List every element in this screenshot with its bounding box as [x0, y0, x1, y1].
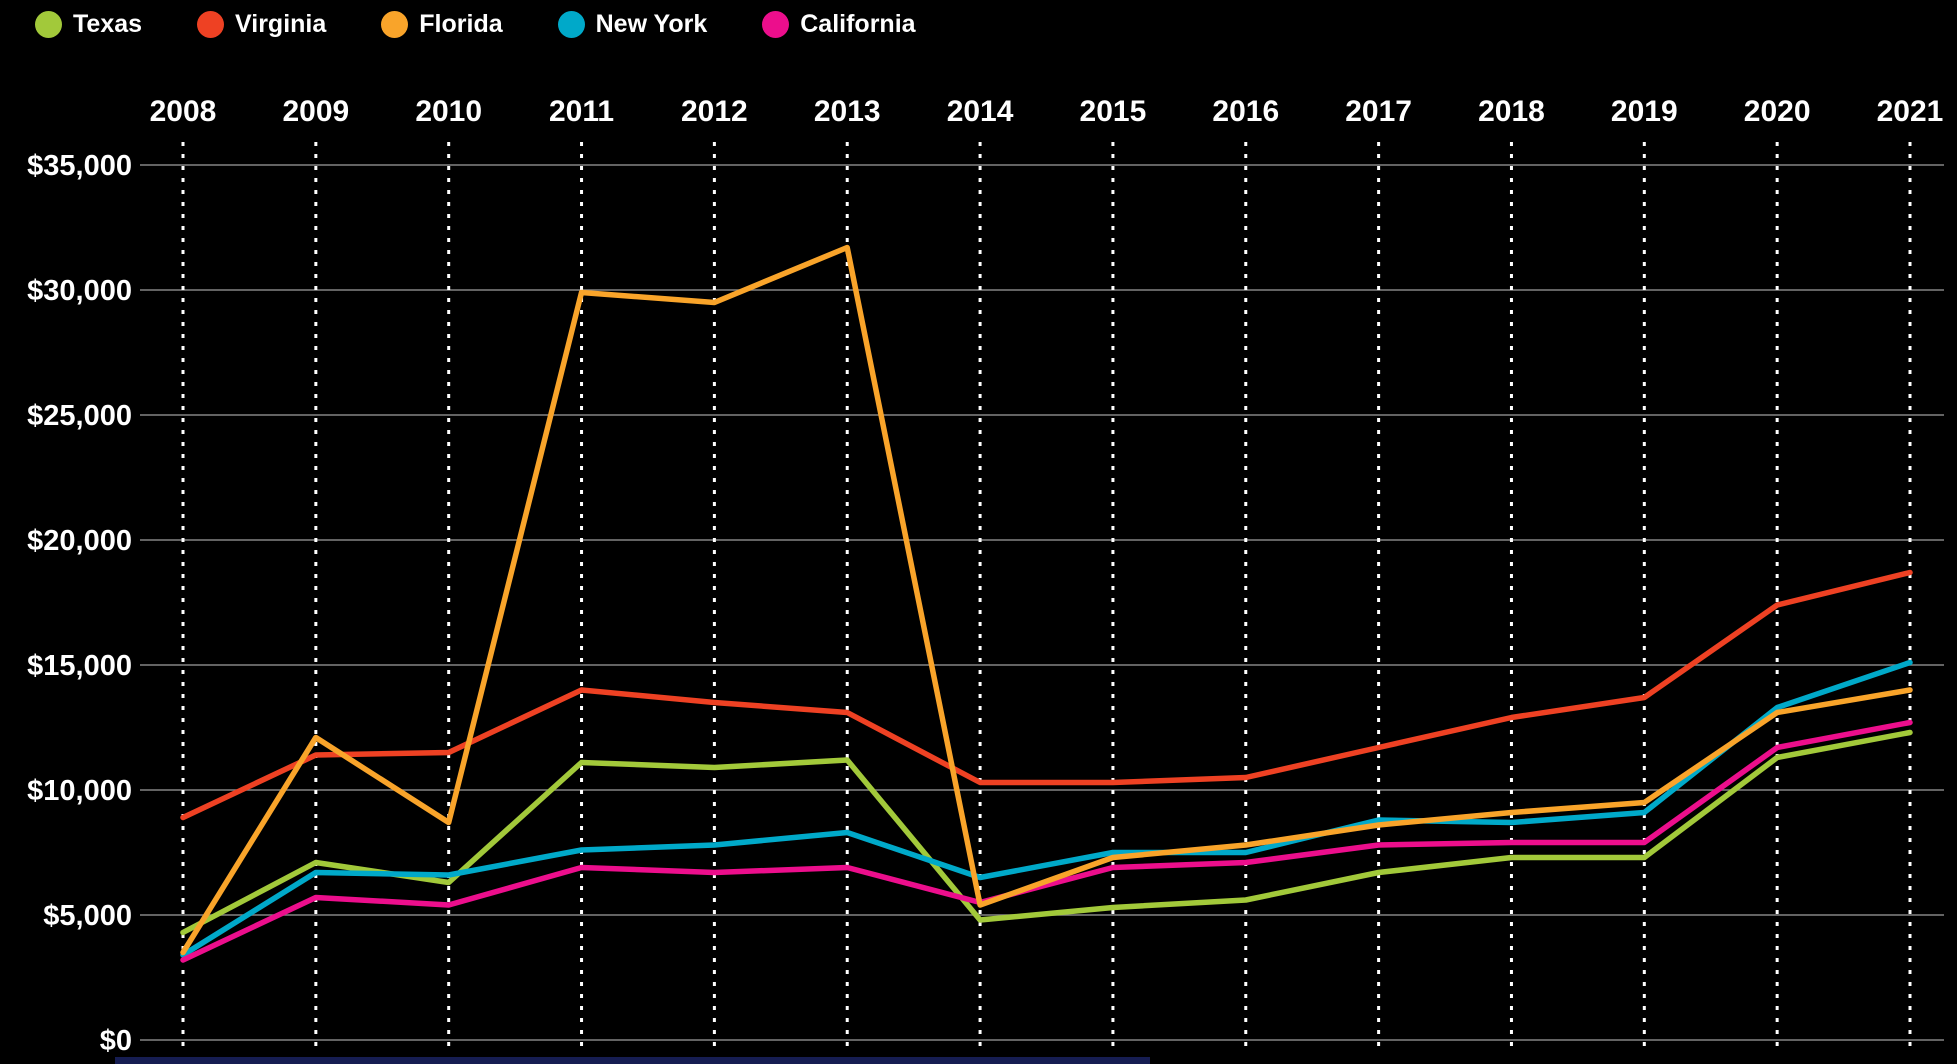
legend-swatch-icon [762, 11, 790, 38]
x-axis-year-label: 2017 [1345, 95, 1412, 128]
y-axis-tick-label: $20,000 [27, 525, 132, 557]
x-axis-year-label: 2018 [1478, 95, 1545, 128]
series-line-texas [180, 729, 1913, 936]
legend-label: Virginia [235, 10, 327, 38]
legend-label: California [800, 10, 916, 38]
x-axis-year-label: 2011 [549, 95, 614, 128]
x-axis-year-label: 2009 [282, 95, 349, 128]
y-axis-tick-label: $25,000 [27, 400, 132, 432]
y-axis-tick-label: $0 [100, 1025, 132, 1057]
x-axis-year-label: 2016 [1212, 95, 1279, 128]
legend-item-new-york: New York [557, 10, 708, 39]
legend-item-texas: Texas [35, 10, 142, 39]
x-axis-year-label: 2013 [814, 95, 881, 128]
series-line-florida [180, 244, 1913, 956]
y-axis-tick-label: $10,000 [27, 775, 132, 807]
series-line-california [180, 719, 1913, 963]
series-line-new-york [180, 659, 1913, 958]
x-axis-year-label: 2019 [1611, 95, 1678, 128]
legend-swatch-icon [557, 11, 585, 38]
legend-label: Florida [419, 10, 503, 38]
y-axis-tick-label: $5,000 [43, 900, 132, 932]
legend-swatch-icon [197, 11, 225, 38]
legend-swatch-icon [35, 11, 62, 38]
bottom-accent-bar [115, 1057, 1150, 1064]
x-axis-year-label: 2010 [415, 95, 482, 128]
legend-label: New York [595, 10, 708, 38]
y-axis-tick-label: $30,000 [27, 275, 132, 307]
x-axis-year-label: 2012 [681, 95, 748, 128]
legend-item-virginia: Virginia [197, 10, 326, 39]
x-axis-year-label: 2014 [947, 95, 1014, 128]
legend-item-florida: Florida [381, 10, 503, 39]
x-axis-year-label: 2021 [1877, 95, 1944, 128]
x-axis-year-label: 2020 [1744, 95, 1811, 128]
y-axis-tick-label: $35,000 [27, 150, 132, 182]
legend: Texas Virginia Florida New York California [35, 10, 916, 39]
x-axis-year-label: 2015 [1080, 95, 1147, 128]
legend-swatch-icon [381, 11, 409, 38]
legend-label: Texas [73, 10, 143, 38]
x-axis-year-label: 2008 [150, 95, 217, 128]
series-line-virginia [180, 569, 1913, 821]
legend-item-california: California [762, 10, 916, 39]
y-axis-tick-label: $15,000 [27, 650, 132, 682]
